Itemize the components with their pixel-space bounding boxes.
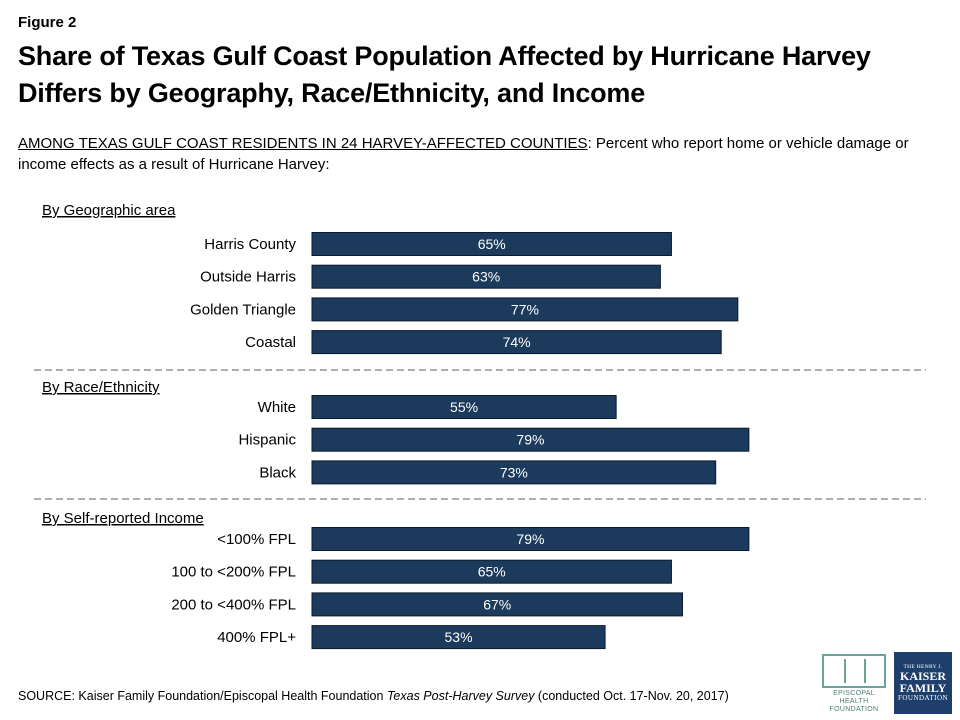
data-label: 73% (500, 464, 528, 480)
source-survey-name: Texas Post-Harvey Survey (386, 689, 535, 703)
category-label: Outside Harris (200, 269, 296, 286)
data-label: 65% (478, 236, 506, 252)
category-label: Harris County (204, 236, 296, 253)
data-label: 53% (445, 629, 473, 645)
group-header: By Self-reported Income (42, 510, 204, 527)
data-label: 74% (503, 334, 531, 350)
ehf-logo-icon (822, 654, 886, 688)
group-header: By Geographic area (42, 202, 176, 219)
category-label: <100% FPL (217, 531, 296, 548)
data-label: 79% (516, 432, 544, 448)
data-label: 77% (511, 301, 539, 317)
bar-chart: By Geographic area Harris County 65% Outsid… (34, 202, 926, 650)
category-label: Golden Triangle (190, 301, 296, 318)
bar (311, 395, 617, 419)
bar (311, 297, 739, 322)
ehf-logo: EPISCOPAL HEALTH FOUNDATION (820, 654, 888, 714)
kff-logo-line2: KAISER (899, 669, 946, 683)
chart-title: Share of Texas Gulf Coast Population Aff… (18, 41, 871, 108)
source-suffix: (conducted Oct. 17-Nov. 20, 2017) (534, 689, 729, 703)
category-label: Coastal (245, 334, 296, 351)
category-label: 100 to <200% FPL (171, 564, 296, 581)
category-label: 200 to <400% FPL (171, 596, 296, 613)
kff-logo-line3: FAMILY (899, 681, 947, 695)
subtitle-lead: AMONG TEXAS GULF COAST RESIDENTS IN 24 H… (18, 135, 588, 152)
kff-logo: THE HENRY J. KAISER FAMILY FOUNDATION (894, 652, 952, 714)
category-label: 400% FPL+ (217, 629, 296, 646)
bar (311, 427, 750, 452)
data-label: 63% (472, 269, 500, 285)
source-note: SOURCE: Kaiser Family Foundation/Episcop… (18, 689, 729, 703)
kff-logo-line4: FOUNDATION (897, 694, 949, 702)
category-label: White (258, 399, 296, 416)
data-label: 55% (450, 399, 478, 415)
source-prefix: SOURCE: Kaiser Family Foundation/Episcop… (18, 689, 387, 703)
figure-label: Figure 2 (18, 14, 77, 31)
bar (311, 559, 672, 584)
kff-logo-line1: THE HENRY J. (903, 664, 943, 670)
bar (311, 460, 717, 485)
bar (311, 330, 722, 355)
logos: EPISCOPAL HEALTH FOUNDATION THE HENRY J.… (820, 652, 952, 714)
subtitle-rest: : Percent who report home or vehicle dam… (18, 135, 909, 173)
bar (311, 527, 750, 551)
category-label: Black (259, 464, 296, 481)
group-header: By Race/Ethnicity (42, 379, 160, 396)
bar (311, 592, 684, 617)
bar (311, 232, 672, 256)
category-label: Hispanic (238, 432, 296, 449)
ehf-logo-text: EPISCOPAL HEALTH FOUNDATION (829, 690, 879, 713)
data-label: 67% (483, 596, 511, 612)
chart-subtitle: AMONG TEXAS GULF COAST RESIDENTS IN 24 H… (18, 133, 948, 175)
bar (311, 625, 606, 650)
bar (311, 264, 661, 289)
data-label: 65% (478, 564, 506, 580)
data-label: 79% (516, 531, 544, 547)
